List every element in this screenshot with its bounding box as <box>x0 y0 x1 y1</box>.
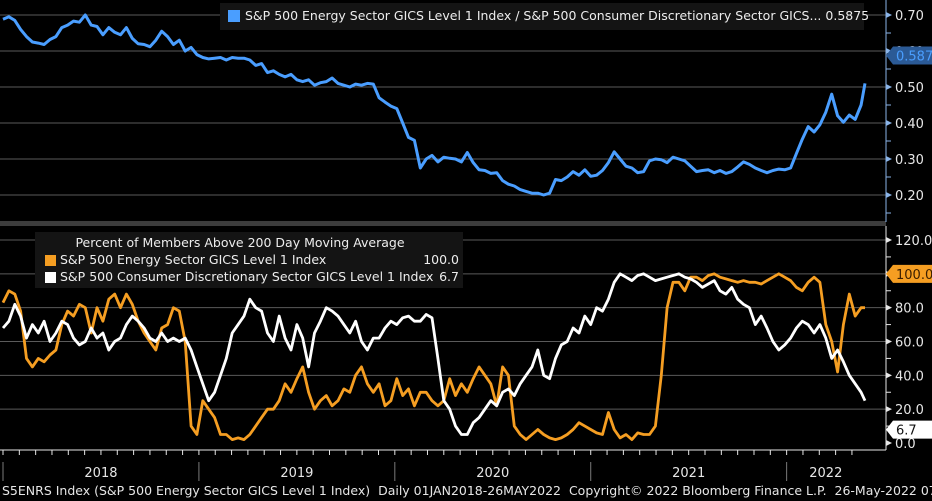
top-legend: S&P 500 Energy Sector GICS Level 1 Index… <box>220 3 869 30</box>
footer-ticker: S5ENRS Index (S&P 500 Energy Sector GICS… <box>2 483 371 498</box>
consumer-last-value-tag <box>886 420 932 439</box>
x-year-label: 2018 <box>84 466 117 481</box>
top-tick-label: 0.30 <box>895 153 924 168</box>
consumer-legend-swatch <box>45 272 56 283</box>
top-tick-label: 0.40 <box>895 117 924 132</box>
top-tick-marker <box>886 84 892 90</box>
bottom-tick-marker <box>886 338 892 345</box>
bottom-legend-title: Percent of Members Above 200 Day Moving … <box>75 235 405 250</box>
bottom-tick-marker <box>886 372 892 379</box>
panel-divider[interactable] <box>0 221 886 226</box>
energy-legend-label: S&P 500 Energy Sector GICS Level 1 Index <box>60 252 327 267</box>
x-year-label: 2019 <box>280 466 313 481</box>
consumer-series-line <box>1 272 867 436</box>
bottom-tick-label: 20.0 <box>895 403 924 418</box>
consumer-last-value-tag-text: 6.7 <box>896 424 917 439</box>
ratio-legend-swatch <box>228 10 240 22</box>
top-panel-series <box>2 13 867 197</box>
ratio-series-line <box>2 13 867 197</box>
ratio-legend-text: S&P 500 Energy Sector GICS Level 1 Index… <box>245 8 822 23</box>
energy-legend-value: 100.0 <box>423 252 459 267</box>
energy-series-line <box>1 272 865 442</box>
bottom-tick-marker <box>886 406 892 413</box>
bottom-tick-label: 80.0 <box>895 302 924 317</box>
bottom-legend: Percent of Members Above 200 Day Moving … <box>35 232 463 288</box>
energy-last-value-tag-text: 100.0 <box>896 268 932 283</box>
top-tick-marker <box>886 192 892 198</box>
consumer-legend-value: 6.7 <box>439 269 459 284</box>
bottom-tick-label: 60.0 <box>895 336 924 351</box>
consumer-legend-row: S&P 500 Consumer Discretionary Sector GI… <box>45 269 459 285</box>
ratio-legend-value: 0.5875 <box>825 8 870 23</box>
top-tick-marker <box>886 48 892 54</box>
top-tick-label: 0.20 <box>895 189 924 204</box>
ratio-last-value-tag <box>886 46 932 65</box>
consumer-legend-label: S&P 500 Consumer Discretionary Sector GI… <box>60 269 434 284</box>
bottom-panel-series <box>1 272 867 442</box>
bottom-tick-label: 120.0 <box>895 234 932 249</box>
x-year-label: 2021 <box>672 466 705 481</box>
bottom-last-value-tags: 100.0 6.7 <box>886 264 932 439</box>
bottom-tick-marker <box>886 440 892 446</box>
top-last-value-tag: 0.5875 <box>886 46 932 65</box>
x-year-label: 2022 <box>809 466 842 481</box>
top-tick-marker <box>886 156 892 162</box>
footer-bar: S5ENRS Index (S&P 500 Energy Sector GICS… <box>2 483 932 498</box>
bottom-tick-marker <box>886 304 892 311</box>
ratio-legend-label: S&P 500 Energy Sector GICS Level 1 Index… <box>245 8 869 23</box>
top-tick-label: 0.70 <box>895 9 924 24</box>
bottom-tick-marker <box>886 237 892 243</box>
ratio-last-value-tag-text: 0.5875 <box>896 50 932 65</box>
energy-legend-swatch <box>45 255 56 266</box>
footer-copyright: Copyright© 2022 Bloomberg Finance L.P. <box>568 483 827 498</box>
energy-last-value-tag <box>886 264 932 283</box>
footer-timestamp: 26-May-2022 07:25:47 <box>834 483 932 498</box>
top-tick-label: 0.50 <box>895 81 924 96</box>
top-tick-marker <box>886 12 892 18</box>
bottom-tick-label: 0.0 <box>895 437 916 452</box>
energy-legend-row: S&P 500 Energy Sector GICS Level 1 Index… <box>45 252 459 268</box>
x-axis: 2018 2019 2020 2021 2022 <box>2 450 853 481</box>
top-tick-marker <box>886 120 892 126</box>
bottom-tick-label: 40.0 <box>895 369 924 384</box>
x-year-label: 2020 <box>476 466 509 481</box>
top-panel-gridlines <box>0 14 886 196</box>
footer-range: Daily 01JAN2018-26MAY2022 <box>378 483 561 498</box>
